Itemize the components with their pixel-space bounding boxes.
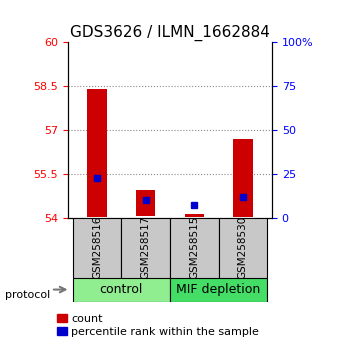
Bar [121, 218, 170, 278]
Text: MIF depletion: MIF depletion [176, 283, 261, 296]
Text: GSM258516: GSM258516 [92, 216, 102, 280]
Bar [170, 218, 219, 278]
Bar [73, 278, 170, 302]
Text: GSM258517: GSM258517 [141, 216, 151, 280]
Bar [170, 278, 267, 302]
Title: GDS3626 / ILMN_1662884: GDS3626 / ILMN_1662884 [70, 25, 270, 41]
Legend: count, percentile rank within the sample: count, percentile rank within the sample [56, 314, 259, 337]
Text: control: control [100, 283, 143, 296]
Bar [219, 218, 267, 278]
Text: GSM258515: GSM258515 [189, 216, 199, 280]
Text: GSM258530: GSM258530 [238, 216, 248, 279]
Bar [233, 139, 253, 217]
Bar [73, 218, 121, 278]
Bar [136, 190, 155, 216]
Bar [87, 89, 107, 217]
Text: protocol: protocol [5, 290, 50, 299]
Bar [185, 214, 204, 217]
